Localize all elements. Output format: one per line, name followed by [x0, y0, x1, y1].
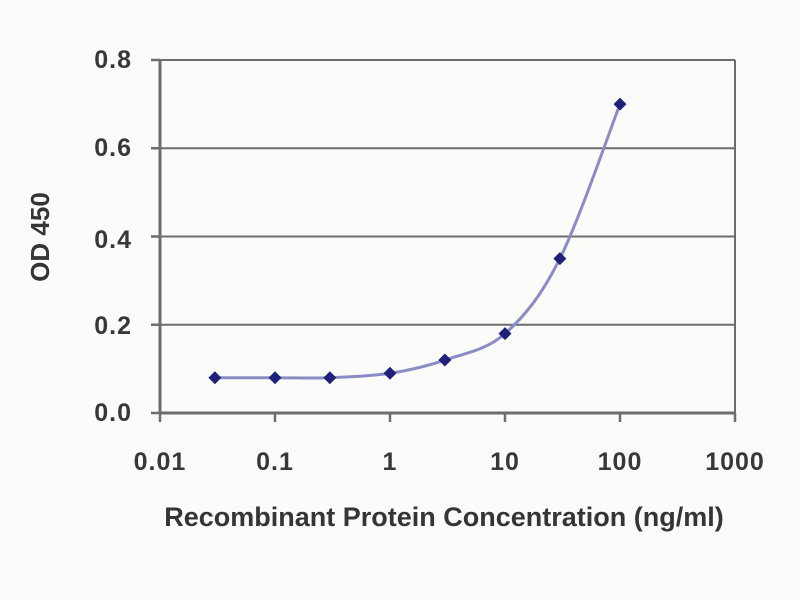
x-tick-label-1000: 1000	[705, 448, 765, 476]
y-tick-label-0.6: 0.6	[94, 134, 132, 162]
x-axis-title: Recombinant Protein Concentration (ng/ml…	[164, 502, 724, 532]
y-tick-label-0.0: 0.0	[94, 399, 132, 427]
x-tick-label-0.01: 0.01	[133, 448, 187, 476]
x-tick-label-100: 100	[597, 448, 643, 476]
x-tick-label-10: 10	[490, 448, 520, 476]
y-tick-label-0.4: 0.4	[94, 226, 132, 254]
y-tick-label-0.2: 0.2	[94, 312, 132, 340]
x-tick-label-0.1: 0.1	[256, 448, 294, 476]
y-tick-label-0.8: 0.8	[94, 46, 132, 74]
x-tick-label-1: 1	[382, 448, 398, 476]
y-axis-title: OD 450	[25, 192, 55, 282]
